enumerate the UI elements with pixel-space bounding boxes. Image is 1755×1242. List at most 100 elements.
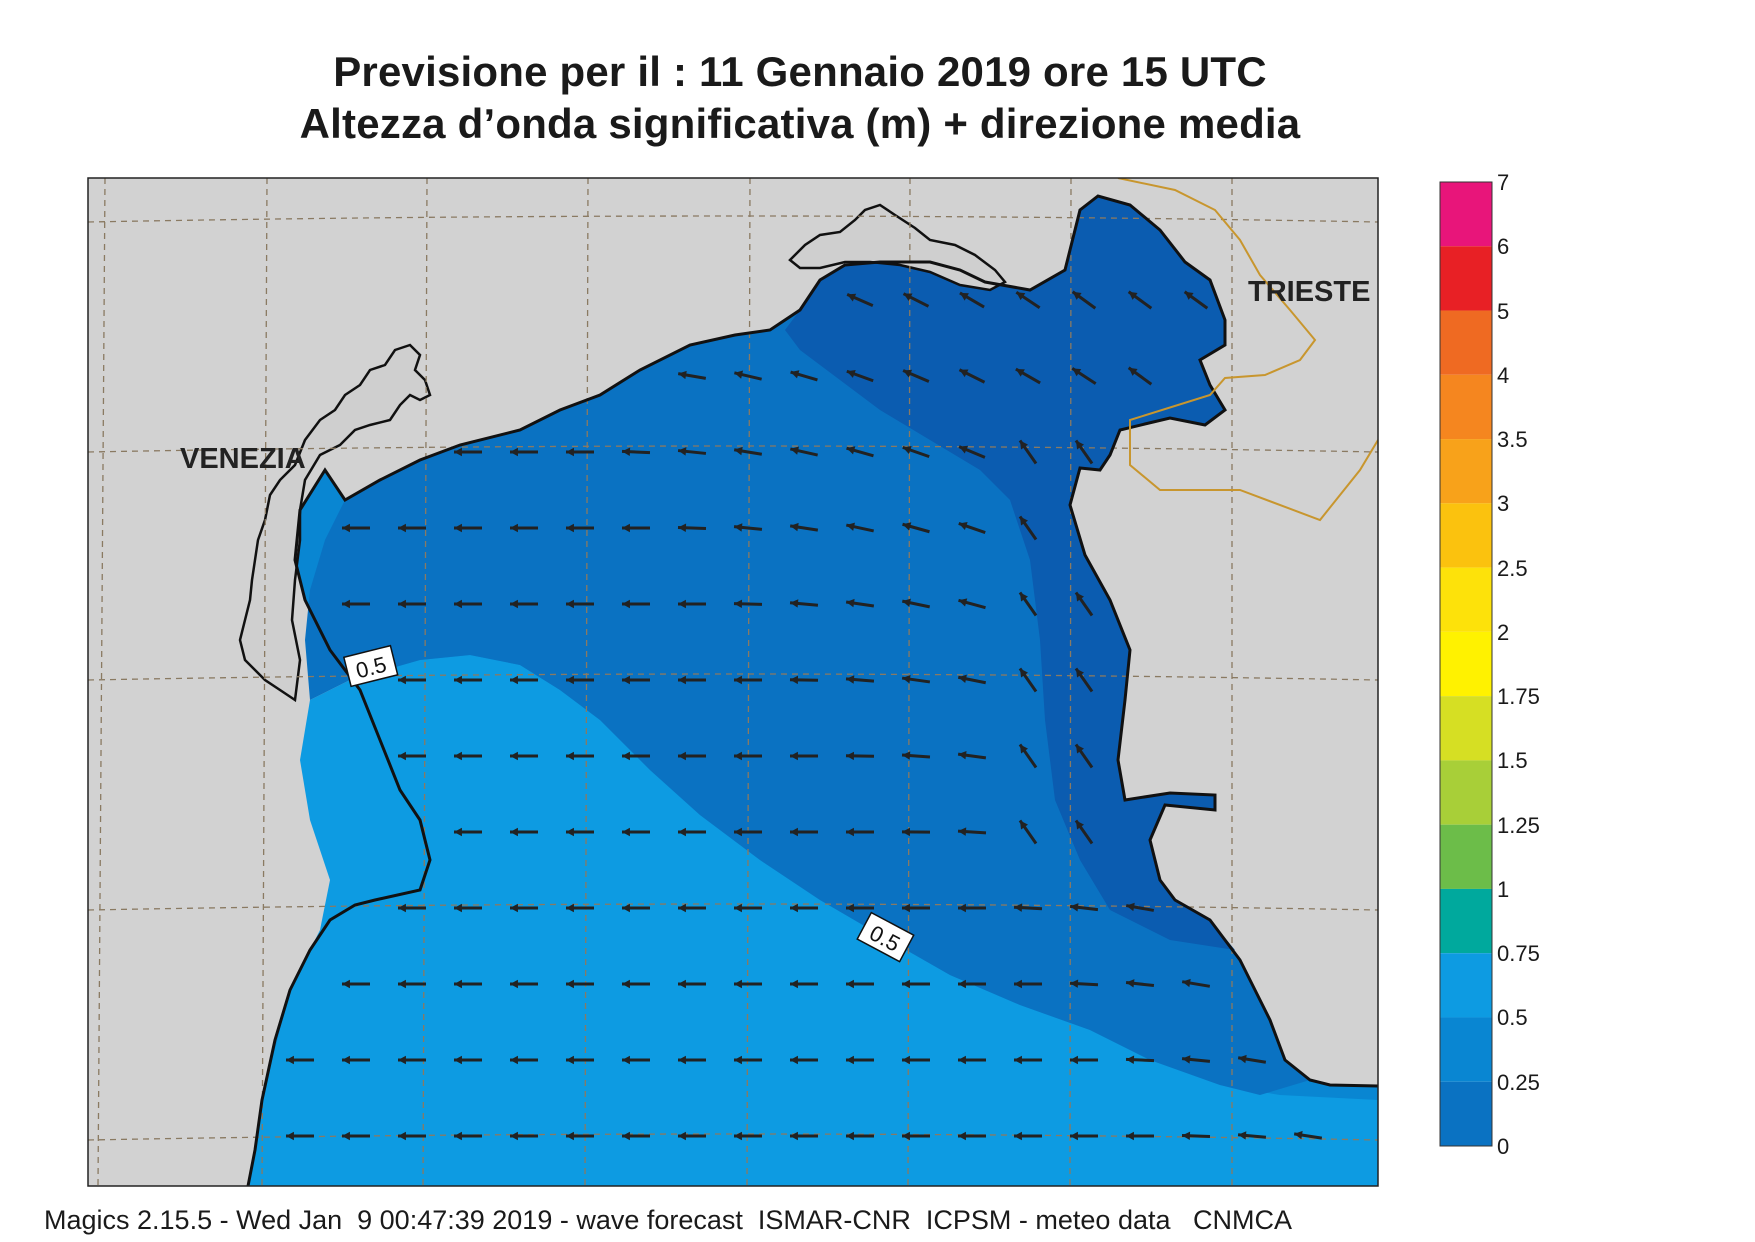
legend-swatch bbox=[1440, 310, 1492, 375]
wave-arrow-head bbox=[622, 1131, 630, 1141]
wave-arrow-head bbox=[622, 599, 630, 609]
wave-arrow-head bbox=[510, 751, 518, 761]
wave-arrow-head bbox=[1126, 1131, 1134, 1141]
wave-arrow-head bbox=[510, 1131, 518, 1141]
legend-tick-label: 2.5 bbox=[1497, 555, 1528, 581]
wave-arrow-head bbox=[566, 599, 574, 609]
wave-arrow-head bbox=[1014, 903, 1023, 912]
wave-arrow-head bbox=[1238, 1131, 1247, 1140]
wave-arrow-head bbox=[1182, 978, 1191, 988]
wave-arrow-head bbox=[510, 675, 518, 685]
legend-tick-label: 7 bbox=[1497, 170, 1510, 195]
wave-arrow-head bbox=[902, 446, 912, 454]
wave-arrow-head bbox=[734, 827, 742, 837]
wave-arrow-head bbox=[903, 369, 913, 378]
legend-tick-label: 0 bbox=[1497, 1134, 1510, 1159]
legend-swatch bbox=[1440, 439, 1492, 504]
wave-arrow-head bbox=[566, 1055, 574, 1065]
wave-arrow-head bbox=[454, 1131, 462, 1141]
wave-arrow-head bbox=[958, 674, 967, 683]
wave-arrow-head bbox=[1075, 668, 1084, 678]
wave-arrow-head bbox=[1070, 903, 1079, 912]
wave-arrow-head bbox=[734, 903, 742, 913]
wave-arrow-head bbox=[566, 827, 574, 837]
wave-arrow-head bbox=[510, 903, 518, 913]
wave-arrow-head bbox=[398, 1055, 406, 1065]
wave-arrow-head bbox=[1075, 744, 1084, 754]
wave-arrow-head bbox=[1014, 1055, 1022, 1065]
wave-arrow-head bbox=[1126, 1055, 1135, 1064]
wave-arrow-head bbox=[958, 598, 968, 607]
wave-arrow-head bbox=[1075, 820, 1084, 830]
wave-arrow-head bbox=[1072, 291, 1082, 300]
wave-arrow-head bbox=[678, 523, 687, 532]
wave-arrow-head bbox=[678, 903, 686, 913]
wave-arrow-head bbox=[959, 445, 969, 454]
wave-arrow-head bbox=[790, 1055, 798, 1065]
wave-arrow-head bbox=[846, 1131, 854, 1141]
wave-arrow-head bbox=[622, 827, 630, 837]
wave-arrow-head bbox=[566, 903, 574, 913]
legend-swatch bbox=[1440, 824, 1492, 889]
wave-arrow-head bbox=[398, 979, 406, 989]
legend-tick-label: 4 bbox=[1497, 362, 1510, 388]
wave-arrow-head bbox=[1019, 668, 1028, 678]
wave-arrow-head bbox=[286, 1055, 294, 1065]
wave-arrow-head bbox=[734, 1055, 742, 1065]
wave-arrow-head bbox=[1128, 367, 1138, 376]
wave-arrow-head bbox=[454, 979, 462, 989]
wave-arrow-head bbox=[846, 1055, 854, 1065]
legend-tick-label: 5 bbox=[1497, 298, 1510, 324]
wave-arrow-head bbox=[1014, 1131, 1022, 1141]
wave-arrow-head bbox=[454, 523, 462, 533]
wave-arrow-head bbox=[902, 1055, 910, 1065]
wave-arrow-head bbox=[1182, 1131, 1191, 1141]
wave-arrow-head bbox=[1238, 1054, 1247, 1064]
wave-arrow-head bbox=[1019, 516, 1028, 526]
wave-arrow-head bbox=[902, 979, 910, 989]
wave-arrow-head bbox=[622, 979, 630, 989]
wave-direction-arrows bbox=[286, 290, 1323, 1141]
wave-arrow-head bbox=[510, 979, 518, 989]
wave-arrow-head bbox=[398, 523, 406, 533]
wave-arrow-head bbox=[790, 599, 799, 608]
wave-arrow-head bbox=[902, 674, 911, 684]
wave-arrow-head bbox=[958, 751, 967, 760]
legend-tick-label: 1.25 bbox=[1497, 812, 1540, 838]
wave-arrow-head bbox=[846, 598, 855, 608]
wave-arrow-head bbox=[1019, 744, 1028, 754]
wave-arrow-head bbox=[454, 675, 462, 685]
map-title: Previsione per il : 11 Gennaio 2019 ore … bbox=[333, 48, 1267, 95]
legend-tick-label: 0.25 bbox=[1497, 1069, 1540, 1095]
wave-arrow-head bbox=[734, 446, 743, 456]
wave-arrow-head bbox=[454, 827, 462, 837]
legend-tick-label: 1.75 bbox=[1497, 684, 1540, 710]
wave-arrow-head bbox=[958, 903, 966, 913]
wave-arrow-head bbox=[1019, 440, 1028, 450]
legend-frame bbox=[1439, 181, 1493, 1147]
legend-swatch bbox=[1440, 888, 1492, 954]
legend-tick-label: 0.5 bbox=[1497, 1005, 1528, 1031]
wave-arrow-head bbox=[790, 827, 798, 837]
wave-arrow-head bbox=[846, 751, 855, 761]
wave-arrow-head bbox=[902, 522, 912, 531]
map-subtitle: Altezza d’onda significativa (m) + direz… bbox=[299, 100, 1301, 147]
wave-arrow-head bbox=[902, 598, 911, 607]
wave-arrow-head bbox=[1128, 291, 1138, 300]
wave-arrow-head bbox=[958, 1055, 966, 1065]
map-frame bbox=[87, 177, 1379, 1187]
legend-swatch bbox=[1440, 567, 1492, 632]
wave-arrow-head bbox=[902, 1131, 910, 1141]
wave-arrow-head bbox=[622, 903, 630, 913]
venice-lagoon-land bbox=[238, 343, 432, 703]
wave-arrow-head bbox=[1016, 292, 1026, 301]
wave-arrow-head bbox=[678, 1055, 686, 1065]
wave-arrow-head bbox=[678, 370, 687, 380]
wave-arrow-head bbox=[454, 599, 462, 609]
wave-arrow-head bbox=[566, 751, 574, 761]
wave-arrow-head bbox=[454, 903, 462, 913]
wave-arrow-head bbox=[846, 903, 854, 913]
legend-swatch bbox=[1440, 374, 1492, 440]
wave-arrow-head bbox=[510, 523, 518, 533]
